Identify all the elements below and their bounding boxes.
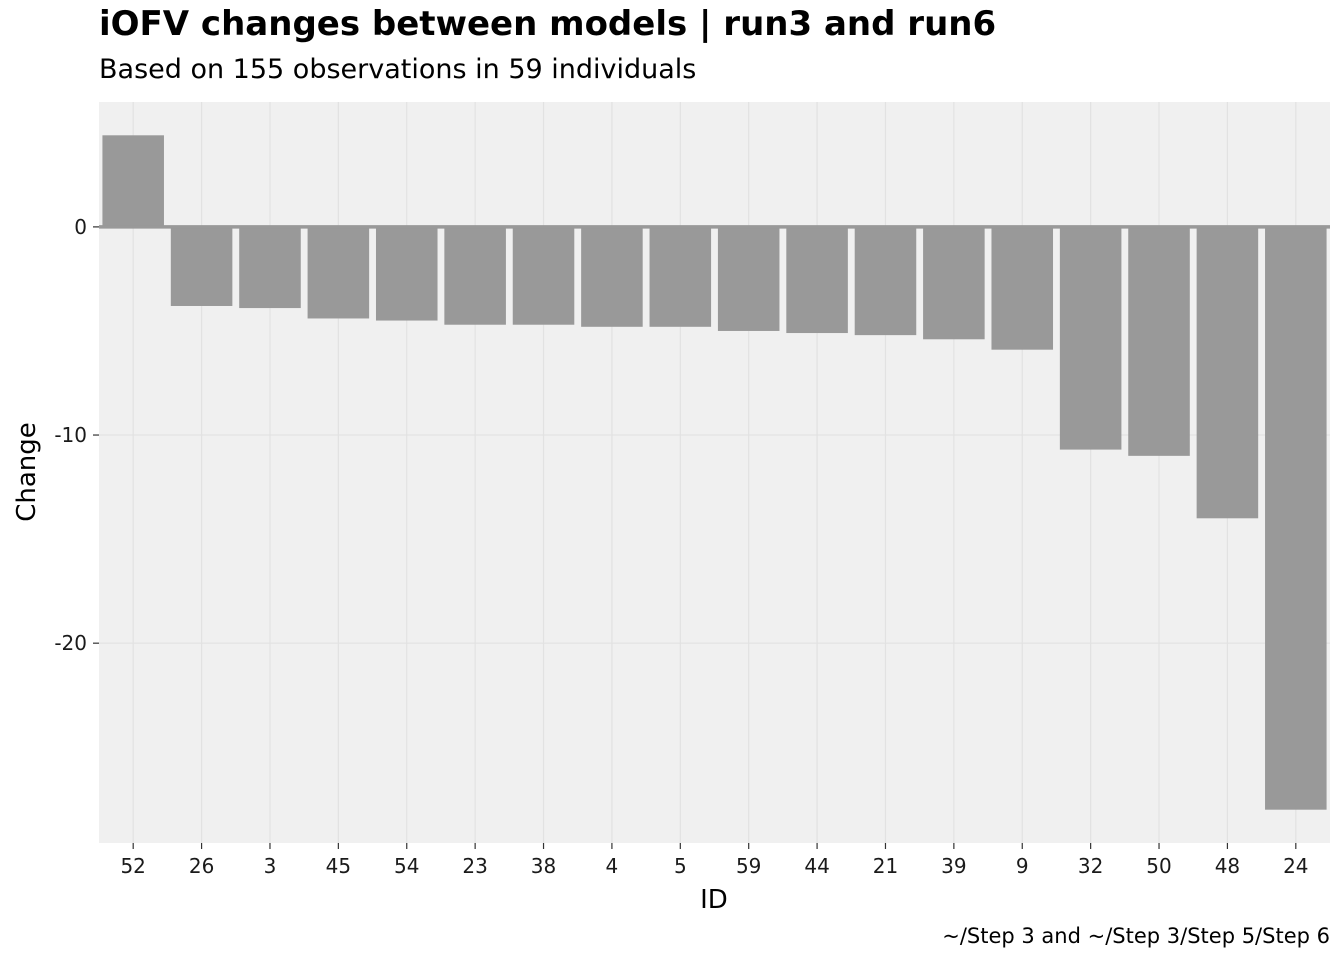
bar-23 [444, 226, 506, 325]
x-tick-label: 38 [531, 854, 556, 878]
bar-54 [375, 226, 438, 321]
chart-subtitle: Based on 155 observations in 59 individu… [99, 54, 697, 85]
chart-title: iOFV changes between models | run3 and r… [99, 4, 997, 44]
bar-48 [1196, 226, 1259, 519]
plot-panel [99, 102, 1330, 843]
x-tick-label: 50 [1146, 854, 1171, 878]
x-tick-label: 54 [394, 854, 419, 878]
x-tick-label: 21 [873, 854, 898, 878]
bar-38 [512, 226, 575, 325]
x-tick-label: 32 [1078, 854, 1103, 878]
chart-caption: ~/Step 3 and ~/Step 3/Step 5/Step 6 [942, 924, 1330, 948]
y-tick-label: -10 [54, 423, 87, 447]
x-tick-label: 26 [189, 854, 214, 878]
bar-50 [1128, 226, 1190, 456]
bar-39 [923, 226, 985, 340]
x-tick-label: 24 [1283, 854, 1308, 878]
bars [102, 135, 1327, 810]
bar-52 [102, 135, 164, 227]
y-axis-ticks: 0 -10 -20 [54, 215, 99, 655]
x-axis-title: ID [700, 885, 728, 915]
x-tick-label: 45 [326, 854, 351, 878]
x-tick-label: 52 [120, 854, 145, 878]
y-tick-label: 0 [74, 215, 87, 239]
x-tick-label: 39 [941, 854, 966, 878]
bar-45 [307, 226, 370, 319]
y-tick-label: -20 [54, 631, 87, 655]
bar-3 [239, 226, 301, 309]
bar-26 [170, 226, 233, 306]
bar-4 [581, 226, 643, 327]
bar-59 [717, 226, 780, 331]
x-axis-ticks: 52 26 3 45 54 23 38 4 5 59 44 21 39 9 32 50 48 24 [120, 843, 1309, 878]
bar-9 [991, 226, 1054, 350]
x-tick-label: 9 [1016, 854, 1029, 878]
x-tick-label: 59 [736, 854, 761, 878]
bar-5 [649, 226, 712, 327]
x-tick-label: 4 [606, 854, 619, 878]
x-tick-label: 3 [264, 854, 277, 878]
bar-32 [1059, 226, 1122, 450]
x-tick-label: 23 [462, 854, 487, 878]
x-tick-label: 48 [1215, 854, 1240, 878]
bar-24 [1265, 226, 1327, 810]
x-tick-label: 44 [804, 854, 829, 878]
bar-21 [854, 226, 917, 336]
x-tick-label: 5 [674, 854, 687, 878]
bar-44 [786, 226, 848, 334]
y-axis-title: Change [12, 422, 42, 522]
